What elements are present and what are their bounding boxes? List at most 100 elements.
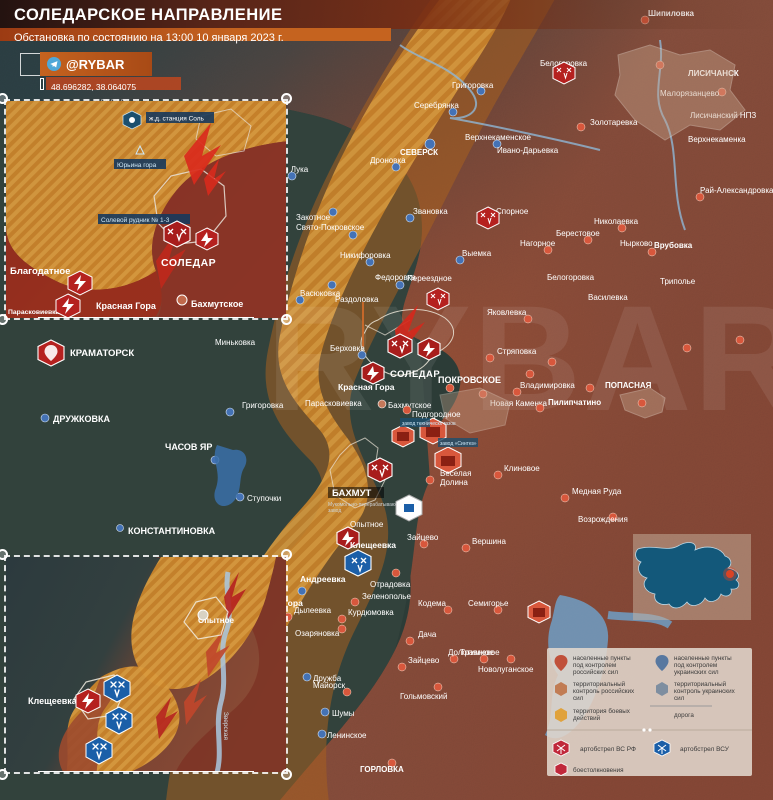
- svg-text:территориальный: территориальный: [674, 680, 727, 688]
- svg-text:территориальный: территориальный: [573, 680, 626, 688]
- svg-text:сил: сил: [674, 695, 685, 702]
- svg-text:КОНСТАНТИНОВКА: КОНСТАНТИНОВКА: [128, 526, 216, 536]
- svg-text:Красная Гора: Красная Гора: [338, 382, 395, 392]
- svg-text:ПОКРОВСКОЕ: ПОКРОВСКОЕ: [438, 375, 501, 385]
- svg-text:Григоровка: Григоровка: [452, 81, 494, 90]
- svg-text:Николаевка: Николаевка: [594, 217, 639, 226]
- svg-text:населенные пункты: населенные пункты: [674, 655, 732, 662]
- svg-text:завод «Синтез»: завод «Синтез»: [440, 441, 477, 447]
- svg-text:Верхнекаменка: Верхнекаменка: [688, 135, 746, 144]
- svg-text:Зайцево: Зайцево: [407, 533, 439, 542]
- svg-text:Звановка: Звановка: [413, 207, 448, 216]
- svg-text:Кодема: Кодема: [418, 599, 447, 608]
- svg-text:Зверская: Зверская: [222, 712, 229, 740]
- svg-text:Курдюмовка: Курдюмовка: [348, 608, 394, 617]
- svg-text:Клещеевка: Клещеевка: [28, 696, 78, 706]
- svg-text:Зеленополье: Зеленополье: [362, 592, 411, 601]
- svg-text:Благодатное: Благодатное: [10, 266, 70, 277]
- svg-text:Майорск: Майорск: [313, 681, 346, 690]
- svg-text:Закотное: Закотное: [296, 213, 331, 222]
- svg-text:Ленинское: Ленинское: [327, 731, 367, 740]
- svg-text:Возрождения: Возрождения: [578, 515, 628, 524]
- svg-text:артобстрел ВСУ: артобстрел ВСУ: [680, 745, 730, 753]
- svg-text:Белогоровка: Белогоровка: [547, 273, 595, 282]
- svg-text:Ступочки: Ступочки: [247, 494, 281, 503]
- svg-text:ПОПАСНАЯ: ПОПАСНАЯ: [605, 381, 652, 390]
- svg-text:Владимировка: Владимировка: [520, 381, 575, 390]
- svg-text:Подгородное: Подгородное: [412, 410, 461, 419]
- svg-text:Спорное: Спорное: [496, 207, 529, 216]
- svg-text:Переездное: Переездное: [407, 274, 452, 283]
- svg-text:сил: сил: [573, 695, 584, 702]
- svg-text:Озаряновка: Озаряновка: [295, 629, 340, 638]
- svg-text:Веселая: Веселая: [440, 469, 471, 478]
- svg-text:населенные пункты: населенные пункты: [573, 655, 631, 662]
- svg-text:Выемка: Выемка: [462, 249, 492, 258]
- svg-text:Серебрянка: Серебрянка: [414, 101, 459, 110]
- svg-text:ГОРЛОВКА: ГОРЛОВКА: [360, 765, 404, 774]
- svg-text:Отрадовка: Отрадовка: [370, 580, 411, 589]
- svg-text:Дылеевка: Дылеевка: [294, 606, 332, 615]
- svg-text:ДРУЖКОВКА: ДРУЖКОВКА: [53, 414, 111, 424]
- svg-text:Григоровка: Григоровка: [242, 401, 284, 410]
- svg-text:Семигорье: Семигорье: [468, 599, 509, 608]
- svg-text:Солевой рудник № 1-3: Солевой рудник № 1-3: [101, 216, 170, 224]
- svg-text:боестолкновения: боестолкновения: [573, 766, 624, 774]
- svg-text:Дача: Дача: [418, 630, 437, 639]
- svg-text:завод: завод: [328, 508, 341, 514]
- svg-text:Врубовка: Врубовка: [654, 241, 693, 250]
- svg-text:действий: действий: [573, 714, 601, 722]
- svg-text:Раздоловка: Раздоловка: [335, 295, 379, 304]
- svg-text:Свято-Покровское: Свято-Покровское: [296, 223, 365, 232]
- svg-text:Медная Руда: Медная Руда: [572, 487, 622, 496]
- svg-text:Красная Гора: Красная Гора: [96, 301, 157, 311]
- svg-text:Парасковиевка: Парасковиевка: [305, 399, 362, 408]
- svg-text:Парасковиевка: Парасковиевка: [8, 309, 60, 316]
- svg-text:российских сил: российских сил: [573, 668, 618, 676]
- svg-text:под контролем: под контролем: [573, 662, 616, 669]
- svg-text:Долина: Долина: [440, 478, 468, 487]
- svg-text:Вершина: Вершина: [472, 537, 507, 546]
- svg-text:завод техническх газов: завод техническх газов: [402, 421, 456, 427]
- svg-text:ж.д. станция Соль: ж.д. станция Соль: [149, 116, 205, 123]
- svg-text:Берховка: Берховка: [330, 344, 365, 353]
- svg-text:СОЛЕДАР: СОЛЕДАР: [161, 257, 216, 269]
- svg-text:Триполье: Триполье: [660, 277, 696, 286]
- svg-text:Бахмутское: Бахмутское: [191, 299, 243, 309]
- svg-text:БАХМУТ: БАХМУТ: [332, 488, 371, 499]
- svg-text:Рай-Александровка: Рай-Александровка: [700, 186, 773, 195]
- svg-text:Гольмовский: Гольмовский: [400, 692, 447, 701]
- svg-text:Верхнекаменское: Верхнекаменское: [465, 133, 532, 142]
- svg-text:СЕВЕРСК: СЕВЕРСК: [400, 148, 438, 157]
- svg-text:Андреевка: Андреевка: [300, 574, 346, 584]
- svg-text:Новолуганское: Новолуганское: [478, 665, 534, 674]
- svg-text:СОЛЕДАР: СОЛЕДАР: [390, 369, 440, 380]
- svg-text:Зайцево: Зайцево: [408, 656, 440, 665]
- svg-text:Василевка: Василевка: [588, 293, 628, 302]
- svg-text:артобстрел ВС РФ: артобстрел ВС РФ: [580, 745, 636, 753]
- svg-text:контроль российских: контроль российских: [573, 687, 635, 695]
- svg-text:Мукомольно-перерабатывающий: Мукомольно-перерабатывающий: [328, 501, 406, 508]
- svg-text:Опытное: Опытное: [350, 520, 384, 529]
- svg-text:Яковлевка: Яковлевка: [487, 308, 527, 317]
- svg-text:дорога: дорога: [674, 712, 694, 719]
- svg-text:Дроновка: Дроновка: [370, 156, 406, 165]
- svg-text:ЧАСОВ ЯР: ЧАСОВ ЯР: [165, 442, 212, 452]
- svg-text:Нырково: Нырково: [620, 239, 653, 248]
- svg-text:территория боевых: территория боевых: [573, 707, 631, 715]
- svg-text:Шумы: Шумы: [332, 709, 355, 718]
- svg-text:Долотимное: Долотимное: [448, 648, 494, 657]
- svg-text:Ивано-Дарьевка: Ивано-Дарьевка: [497, 146, 559, 155]
- svg-text:Миньковка: Миньковка: [215, 338, 256, 347]
- svg-text:Золотаревка: Золотаревка: [590, 118, 638, 127]
- svg-text:украинских сил: украинских сил: [674, 669, 719, 676]
- svg-text:контроль украинских: контроль украинских: [674, 688, 736, 695]
- svg-text:под контролем: под контролем: [674, 662, 717, 669]
- svg-text:Берестовое: Берестовое: [556, 229, 600, 238]
- svg-text:Нагорное: Нагорное: [520, 239, 556, 248]
- svg-text:Пилипчатино: Пилипчатино: [548, 398, 601, 407]
- svg-text:Стряповка: Стряповка: [497, 347, 537, 356]
- svg-text:Юрьина гора: Юрьина гора: [117, 162, 157, 169]
- svg-text:Никифоровка: Никифоровка: [340, 251, 391, 260]
- svg-text:Клещеевка: Клещеевка: [350, 540, 396, 550]
